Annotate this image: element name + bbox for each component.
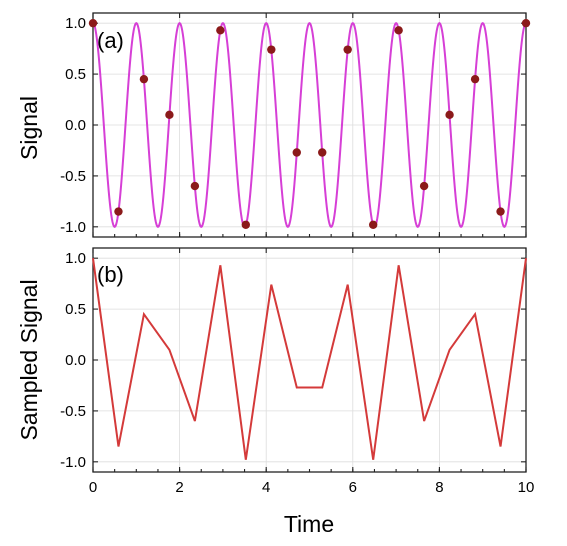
- sample-point: [139, 74, 149, 84]
- panel-a-ylabel: Signal: [16, 96, 42, 160]
- sample-point: [267, 45, 276, 54]
- panel-b-xtick-label: 10: [518, 479, 535, 496]
- sample-point: [445, 110, 454, 120]
- panel-a-label: (a): [97, 28, 124, 53]
- sample-point: [88, 18, 98, 28]
- panel-b-xtick-label: 8: [435, 479, 443, 496]
- sample-point: [190, 181, 200, 191]
- panel-a-ytick-label: 0.0: [65, 117, 86, 134]
- sample-point: [216, 26, 225, 35]
- sample-point: [343, 45, 352, 54]
- sample-point: [318, 148, 327, 157]
- panel-b-xtick-label: 0: [89, 479, 97, 496]
- sample-point: [496, 207, 505, 216]
- panel-a-ytick-label: 0.5: [65, 66, 86, 83]
- panel-a-ytick-label: -0.5: [60, 168, 86, 185]
- panel-a-ytick-label: -1.0: [60, 219, 86, 236]
- panel-a: 1.0 0.5 0.0 -0.5 -1.0 (a) Signal: [16, 12, 531, 238]
- panel-b: 1.0 0.5 0.0 -0.5 -1.00 2 4 6 8 10 (b) Sampled Sig…: [16, 247, 534, 537]
- panel-a-sine-line: [92, 22, 527, 228]
- panel-b-ylabel: Sampled Signal: [16, 279, 42, 440]
- panel-a-sample-points: [88, 18, 531, 229]
- panel-b-ytick-label: 0.5: [65, 301, 86, 318]
- sample-point: [419, 181, 429, 191]
- panel-b-label: (b): [97, 262, 124, 287]
- sample-point: [114, 207, 123, 216]
- panel-b-ytick-label: 1.0: [65, 250, 86, 267]
- sample-point: [292, 148, 301, 157]
- sample-point: [165, 110, 174, 120]
- panel-b-xtick-label: 6: [349, 479, 357, 496]
- panel-b-ticks: 1.0 0.5 0.0 -0.5 -1.00 2 4 6 8 10: [60, 248, 534, 496]
- panel-a-ytick-label: 1.0: [65, 15, 86, 32]
- panel-a-grid: [92, 13, 527, 237]
- panel-b-xtick-label: 2: [175, 479, 183, 496]
- sample-point: [241, 220, 251, 229]
- sample-point: [394, 26, 403, 35]
- sample-point: [368, 220, 378, 229]
- sample-point: [521, 18, 531, 28]
- panel-b-sampled-line: [92, 258, 527, 460]
- sample-point: [470, 74, 480, 84]
- panel-b-ytick-label: -1.0: [60, 454, 86, 471]
- panel-b-ytick-label: -0.5: [60, 403, 86, 420]
- panel-b-xtick-label: 4: [262, 479, 270, 496]
- panel-b-grid: [92, 248, 527, 472]
- panel-b-ytick-label: 0.0: [65, 352, 86, 369]
- x-axis-title: Time: [284, 511, 334, 537]
